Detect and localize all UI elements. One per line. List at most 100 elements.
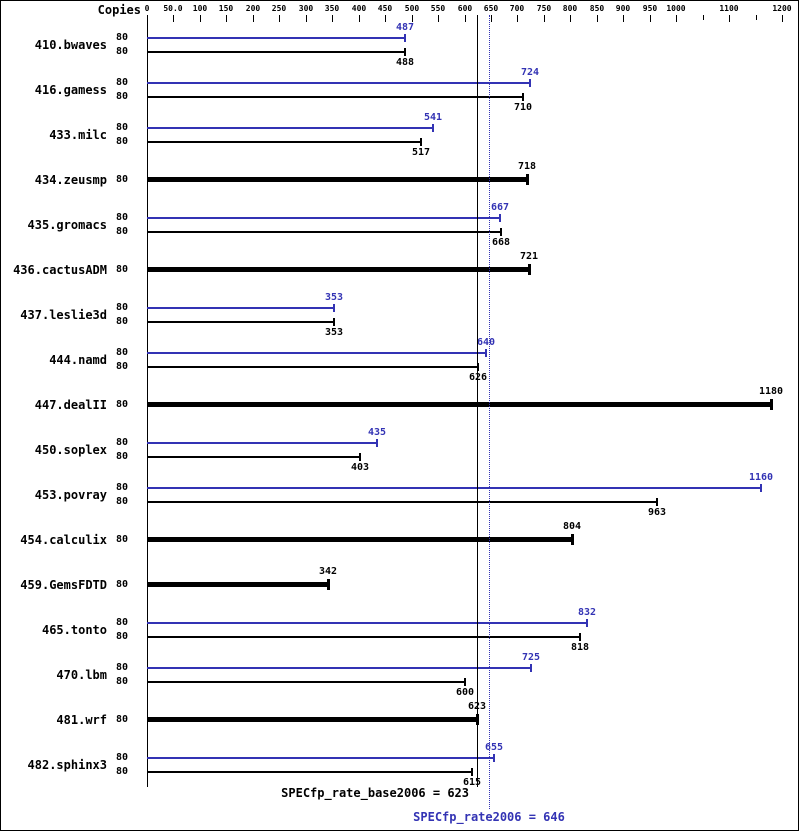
axis-tick-mark: [623, 15, 624, 22]
base-bar-endcap: [522, 93, 524, 101]
axis-tick-mark: [597, 15, 598, 22]
base-bar: [147, 771, 472, 773]
base-bar: [147, 321, 334, 323]
copies-label: 80: [115, 482, 129, 493]
axis-minor-tick-mark: [756, 15, 757, 20]
base-bar-thick: [147, 267, 529, 272]
benchmark-label: 447.dealII: [34, 398, 107, 412]
peak-bar: [147, 757, 494, 759]
peak-value-label: 1160: [748, 472, 774, 483]
axis-tick-label: 300: [298, 4, 314, 13]
peak-bar: [147, 307, 334, 309]
copies-label: 80: [115, 264, 129, 275]
base-bar: [147, 636, 580, 638]
base-bar-thick: [147, 537, 572, 542]
base-bar-endcap: [471, 768, 473, 776]
peak-bar-endcap: [404, 34, 406, 42]
copies-label: 80: [115, 77, 129, 88]
base-bar-endcap: [464, 678, 466, 686]
base-bar-endcap: [500, 228, 502, 236]
peak-summary-label: SPECfp_rate2006 = 646: [413, 810, 565, 824]
base-value-label: 710: [513, 102, 533, 113]
peak-value-label: 725: [521, 652, 541, 663]
axis-tick-mark: [226, 15, 227, 22]
peak-bar-endcap: [432, 124, 434, 132]
peak-bar: [147, 127, 433, 129]
peak-bar-endcap: [499, 214, 501, 222]
axis-tick-label: 650: [483, 4, 499, 13]
peak-value-label: 640: [476, 337, 496, 348]
axis-tick-mark: [385, 15, 386, 22]
axis-tick-mark: [173, 15, 174, 22]
axis-tick-label: 150: [218, 4, 234, 13]
copies-label: 80: [115, 212, 129, 223]
base-bar: [147, 231, 501, 233]
peak-value-label: 724: [520, 67, 540, 78]
base-reference-line: [477, 15, 478, 787]
axis-tick-label: 800: [562, 4, 578, 13]
base-bar-thick: [147, 402, 771, 407]
axis-tick-label: 50.0: [163, 4, 183, 13]
peak-bar: [147, 82, 530, 84]
copies-column-header: Copies: [97, 3, 141, 17]
peak-bar-endcap: [586, 619, 588, 627]
benchmark-label: 437.leslie3d: [20, 308, 107, 322]
benchmark-label: 444.namd: [49, 353, 107, 367]
peak-bar: [147, 622, 587, 624]
copies-label: 80: [115, 174, 129, 185]
axis-tick-mark: [517, 15, 518, 22]
benchmark-label: 416.gamess: [34, 83, 107, 97]
benchmark-label: 459.GemsFDTD: [20, 578, 107, 592]
base-value-label: 342: [318, 566, 338, 577]
copies-label: 80: [115, 361, 129, 372]
axis-tick-mark: [279, 15, 280, 22]
copies-label: 80: [115, 46, 129, 57]
base-bar-thick: [147, 582, 328, 587]
benchmark-label: 434.zeusmp: [34, 173, 107, 187]
base-value-label: 615: [462, 777, 482, 788]
axis-tick-label: 1100: [719, 4, 739, 13]
peak-bar: [147, 217, 500, 219]
base-value-label: 718: [517, 161, 537, 172]
copies-label: 80: [115, 579, 129, 590]
axis-tick-mark: [570, 15, 571, 22]
benchmark-label: 410.bwaves: [34, 38, 107, 52]
copies-label: 80: [115, 437, 129, 448]
benchmark-label: 465.tonto: [41, 623, 107, 637]
benchmark-label: 433.milc: [49, 128, 107, 142]
benchmark-label: 436.cactusADM: [13, 263, 107, 277]
peak-bar-endcap: [529, 79, 531, 87]
axis-tick-label: 700: [509, 4, 525, 13]
peak-bar: [147, 487, 761, 489]
axis-tick-mark: [729, 15, 730, 22]
peak-bar: [147, 37, 405, 39]
base-bar-thick: [147, 717, 477, 722]
peak-value-label: 541: [423, 112, 443, 123]
base-value-label: 721: [519, 251, 539, 262]
axis-tick-label: 200: [245, 4, 261, 13]
peak-value-label: 487: [395, 22, 415, 33]
benchmark-label: 470.lbm: [56, 668, 107, 682]
axis-tick-label: 100: [192, 4, 208, 13]
axis-tick-mark: [676, 15, 677, 22]
base-bar: [147, 501, 657, 503]
copies-label: 80: [115, 302, 129, 313]
benchmark-label: 481.wrf: [56, 713, 107, 727]
peak-bar-endcap: [333, 304, 335, 312]
y-axis-line: [147, 15, 148, 787]
base-value-label: 517: [411, 147, 431, 158]
axis-tick-label: 750: [536, 4, 552, 13]
copies-label: 80: [115, 32, 129, 43]
copies-label: 80: [115, 714, 129, 725]
benchmark-label: 482.sphinx3: [27, 758, 107, 772]
base-bar-endcap: [579, 633, 581, 641]
copies-label: 80: [115, 752, 129, 763]
base-summary-label: SPECfp_rate_base2006 = 623: [281, 786, 469, 800]
peak-bar-endcap: [760, 484, 762, 492]
peak-bar-endcap: [493, 754, 495, 762]
benchmark-label: 450.soplex: [34, 443, 107, 457]
copies-label: 80: [115, 496, 129, 507]
copies-label: 80: [115, 631, 129, 642]
copies-label: 80: [115, 136, 129, 147]
base-bar-endcap: [571, 534, 574, 545]
